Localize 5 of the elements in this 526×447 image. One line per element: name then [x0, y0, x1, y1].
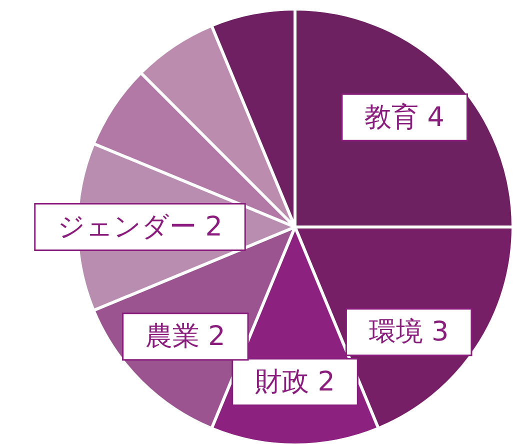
slice-label: 教育 4: [364, 102, 444, 133]
slice-label: 農業 2: [146, 321, 226, 352]
slice-label: ジェンダー 2: [58, 212, 222, 242]
slice-label: 環境 3: [368, 316, 449, 348]
slice-label: 財政 2: [255, 366, 335, 398]
